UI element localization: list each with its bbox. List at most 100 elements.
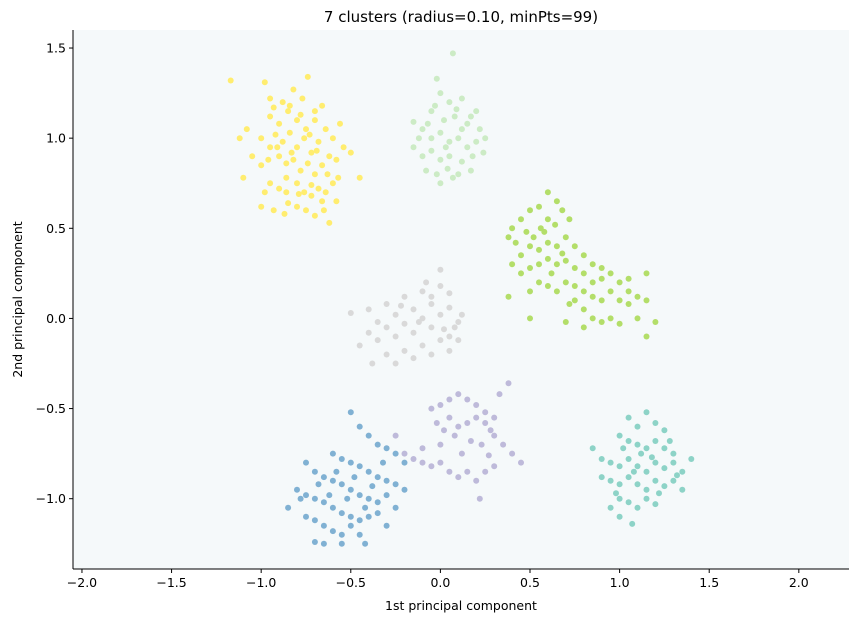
data-point: [625, 275, 632, 282]
data-point: [562, 234, 569, 241]
data-point: [625, 301, 632, 307]
data-point: [458, 158, 465, 165]
data-point: [679, 486, 686, 493]
data-point: [335, 174, 342, 181]
data-point: [301, 189, 308, 196]
data-point: [589, 261, 596, 268]
data-point: [433, 171, 440, 178]
data-point: [652, 319, 659, 325]
data-point: [283, 189, 290, 196]
data-point: [455, 474, 462, 481]
data-point: [392, 504, 399, 511]
data-point: [320, 522, 327, 529]
data-point: [374, 441, 381, 448]
data-point: [661, 427, 668, 434]
data-point: [315, 138, 322, 145]
data-point: [374, 319, 381, 325]
data-point: [598, 474, 605, 481]
data-point: [661, 445, 668, 452]
data-point: [553, 288, 560, 295]
data-point: [410, 329, 417, 336]
data-point: [347, 459, 354, 466]
data-point: [329, 477, 336, 484]
data-point: [455, 319, 462, 325]
data-point: [688, 456, 695, 462]
data-point: [473, 108, 480, 115]
data-point: [505, 293, 512, 300]
data-point: [473, 414, 480, 421]
x-ticks: −2.0 −1.5 −1.0 −0.5 0.0 0.5 1.0 1.5 2.0: [67, 569, 809, 590]
data-point: [356, 492, 363, 499]
data-point: [308, 149, 315, 156]
y-tick-label: 0.5: [46, 221, 66, 236]
x-tick-label: −1.5: [156, 575, 186, 590]
chart-title: 7 clusters (radius=0.10, minPts=99): [324, 8, 598, 26]
data-point: [446, 414, 453, 421]
data-point: [267, 95, 274, 102]
x-tick-label: 1.5: [699, 575, 719, 590]
data-point: [634, 504, 641, 511]
data-point: [276, 185, 283, 192]
data-point: [311, 108, 318, 115]
data-point: [634, 293, 641, 300]
data-point: [527, 207, 533, 214]
data-point: [616, 513, 623, 520]
data-point: [643, 445, 650, 452]
data-point: [458, 95, 465, 102]
data-point: [423, 279, 430, 286]
data-point: [446, 99, 453, 106]
data-point: [598, 297, 605, 304]
data-point: [437, 402, 444, 408]
data-point: [294, 144, 300, 151]
data-point: [338, 540, 345, 547]
data-point: [661, 483, 668, 490]
y-tick-label: 0.0: [46, 311, 66, 326]
data-point: [432, 102, 438, 109]
data-point: [444, 165, 451, 172]
data-point: [580, 306, 587, 313]
data-point: [383, 477, 390, 484]
data-point: [580, 270, 587, 277]
data-point: [365, 468, 372, 475]
data-point: [329, 180, 336, 187]
data-point: [442, 144, 449, 151]
data-point: [297, 111, 304, 118]
data-point: [571, 283, 578, 289]
data-point: [294, 117, 300, 124]
data-point: [236, 135, 243, 142]
data-point: [322, 189, 329, 196]
data-point: [311, 539, 318, 545]
data-point: [580, 252, 587, 259]
data-point: [326, 492, 333, 499]
data-point: [670, 459, 677, 466]
data-point: [467, 438, 474, 444]
data-point: [320, 499, 327, 506]
data-point: [674, 472, 680, 479]
data-point: [437, 266, 444, 273]
data-point: [544, 189, 551, 196]
data-point: [285, 108, 292, 115]
data-point: [553, 243, 560, 250]
data-point: [446, 290, 453, 297]
data-point: [285, 200, 292, 207]
data-point: [607, 504, 614, 511]
data-point: [294, 203, 300, 210]
data-point: [652, 438, 659, 444]
data-point: [428, 351, 435, 358]
data-point: [433, 75, 440, 82]
data-point: [428, 135, 435, 142]
y-axis-label: 2nd principal component: [10, 221, 25, 377]
data-point: [401, 450, 408, 457]
data-point: [383, 492, 390, 499]
data-point: [437, 441, 444, 448]
cluster-1: [227, 73, 363, 226]
data-point: [423, 167, 430, 174]
data-point: [303, 459, 309, 466]
data-point: [616, 495, 623, 502]
y-tick-label: −0.5: [36, 401, 66, 416]
data-point: [518, 216, 524, 223]
x-tick-label: 0.5: [520, 575, 540, 590]
data-point: [482, 409, 489, 416]
data-point: [428, 324, 435, 331]
x-tick-label: 0.0: [430, 575, 450, 590]
